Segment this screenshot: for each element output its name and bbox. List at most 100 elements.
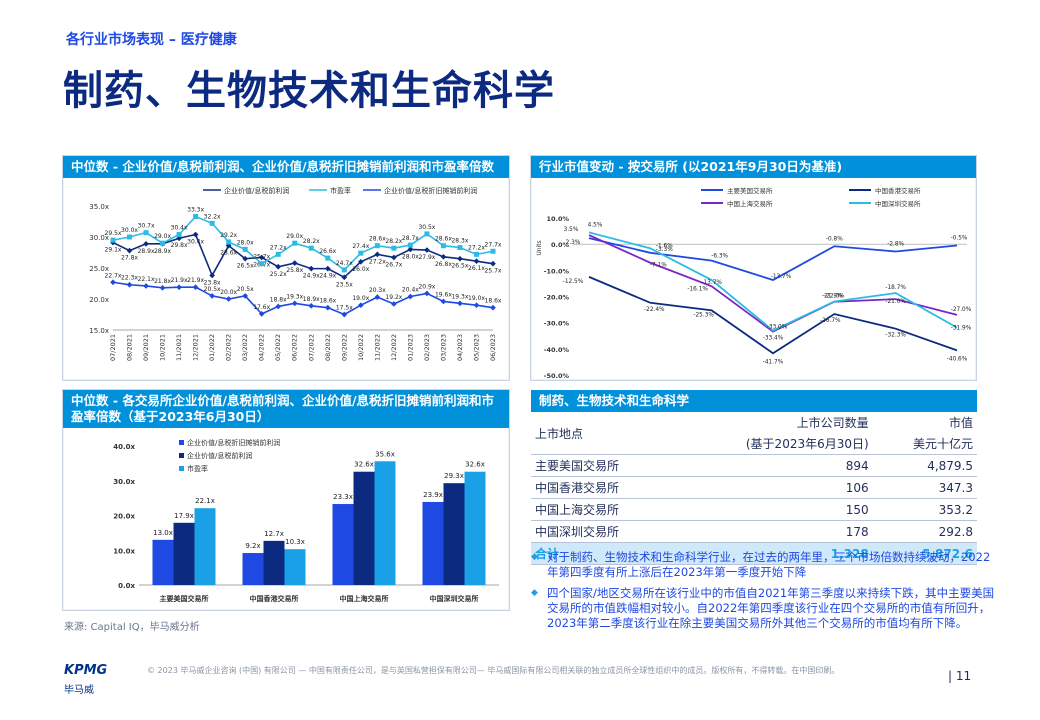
y-tick-label: 25.0x <box>89 265 109 273</box>
data-label: 27.8x <box>121 255 138 262</box>
data-label: 23.9x <box>423 491 443 499</box>
header-value: 市值 <box>948 416 973 430</box>
data-label: -27.0% <box>951 307 972 313</box>
data-label: -25.3% <box>693 312 714 318</box>
data-point <box>275 263 282 270</box>
data-label: 23.5x <box>336 281 353 288</box>
row-count: 178 <box>672 520 873 543</box>
data-point <box>391 245 397 251</box>
x-tick-label: 07/2021 <box>109 334 117 361</box>
data-point <box>176 232 182 238</box>
data-point <box>440 243 446 249</box>
x-tick-label: 02/2022 <box>225 334 233 361</box>
data-point <box>324 304 331 311</box>
data-label: 30.4x <box>171 225 188 232</box>
y-tick-label: 15.0x <box>89 327 109 335</box>
data-label: 28.7x <box>402 235 419 242</box>
data-label: 17.6x <box>253 304 270 311</box>
data-label: 26.8x <box>435 261 452 268</box>
data-point <box>258 311 265 317</box>
x-tick-label: 12/2021 <box>192 334 200 361</box>
data-point <box>176 284 182 291</box>
data-label: 26.1x <box>468 265 485 272</box>
data-label: 3.5% <box>564 227 579 233</box>
data-point <box>440 254 447 260</box>
x-tick-label: 06/2023 <box>489 334 497 361</box>
data-label: 32.6x <box>465 461 485 469</box>
bar <box>152 539 174 585</box>
data-label: 21.9x <box>171 277 188 284</box>
data-label: 22.1x <box>138 276 155 283</box>
data-label: 20.5x <box>237 286 254 293</box>
data-label: -22.4% <box>644 307 665 313</box>
data-label: 26.6x <box>319 248 336 255</box>
bar <box>374 461 396 585</box>
data-point <box>391 301 397 307</box>
row-value: 292.8 <box>872 520 977 543</box>
x-tick-label: 中国深圳交易所 <box>430 594 479 603</box>
x-tick-label: 07/2022 <box>307 334 315 361</box>
x-tick-label: 12/2022 <box>390 334 398 361</box>
legend-swatch <box>179 453 184 458</box>
series-line <box>112 233 494 279</box>
row-count: 106 <box>672 476 873 499</box>
legend-label: 企业价值/息税折旧摊销前利润 <box>384 186 477 195</box>
data-point <box>275 303 282 310</box>
data-label: 4.5% <box>588 222 603 228</box>
row-value: 347.3 <box>872 476 977 499</box>
y-tick-label: 10.0% <box>546 215 569 223</box>
data-label: 27.4x <box>352 243 369 250</box>
header-count: 上市公司数量 <box>796 416 869 430</box>
data-point <box>424 247 430 253</box>
exchange-multiples-panel: 中位数 - 各交易所企业价值/息税前利润、企业价值/息税折旧摊销前利润和市盈率倍… <box>62 389 510 611</box>
data-label: -16.1% <box>687 286 708 292</box>
legend-label: 中国深圳交易所 <box>875 199 921 208</box>
data-point <box>424 231 430 237</box>
data-label: 25.7x <box>253 254 270 261</box>
data-label: 30.4x <box>187 239 204 246</box>
x-tick-label: 08/2022 <box>324 334 332 361</box>
data-label: 28.0x <box>402 253 419 260</box>
data-point <box>143 283 149 289</box>
exchange-chart-title: 中位数 - 各交易所企业价值/息税前利润、企业价值/息税折旧摊销前利润和市盈率倍… <box>63 390 509 428</box>
legend-label: 企业价值/息税前利润 <box>187 451 252 460</box>
data-point <box>291 300 298 307</box>
bar <box>284 549 306 585</box>
legend-label: 企业价值/息税折旧摊销前利润 <box>187 438 280 447</box>
page-title: 制药、生物技术和生命科学 <box>63 68 555 114</box>
data-label: 29.0x <box>286 233 303 240</box>
data-label: 21.8x <box>154 278 171 285</box>
data-label: 24.7x <box>336 260 353 267</box>
data-label: 27.9x <box>418 254 435 261</box>
data-label: -31.9% <box>951 326 972 332</box>
data-label: 19.2x <box>385 294 402 301</box>
x-tick-label: 04/2022 <box>258 334 266 361</box>
header-value-sub: 美元十亿元 <box>872 433 977 455</box>
data-label: 29.3x <box>444 472 464 480</box>
data-label: 30.5x <box>418 224 435 231</box>
data-label: -33.4% <box>763 336 784 342</box>
data-label: 28.9x <box>154 248 171 255</box>
data-label: -1.6% <box>656 243 673 249</box>
data-label: 29.5x <box>105 230 122 237</box>
bar <box>173 522 195 585</box>
bullet-item: 四个国家/地区交易所在该行业中的市值自2021年第三季度以来持续下跌，其中主要美… <box>531 586 997 631</box>
data-point <box>341 267 347 273</box>
bar <box>242 553 264 585</box>
table-header-row: 上市地点 上市公司数量 市值 <box>531 412 977 455</box>
data-label: -33.0% <box>767 325 788 331</box>
data-label: 22.1x <box>195 497 215 505</box>
x-tick-label: 中国香港交易所 <box>250 594 299 603</box>
bar <box>464 471 486 585</box>
x-tick-label: 10/2022 <box>357 334 365 361</box>
data-point <box>275 251 281 257</box>
data-point <box>374 251 381 258</box>
footer-disclaimer: © 2023 毕马威企业咨询 (中国) 有限公司 — 中国有限责任公司，是与英国… <box>147 666 840 675</box>
data-label: 23.3x <box>333 493 353 501</box>
x-tick-label: 中国上海交易所 <box>340 594 389 603</box>
data-point <box>193 214 199 220</box>
data-label: 25.2x <box>270 271 287 278</box>
data-point <box>225 296 232 302</box>
data-point <box>126 247 133 254</box>
data-point <box>292 240 298 246</box>
